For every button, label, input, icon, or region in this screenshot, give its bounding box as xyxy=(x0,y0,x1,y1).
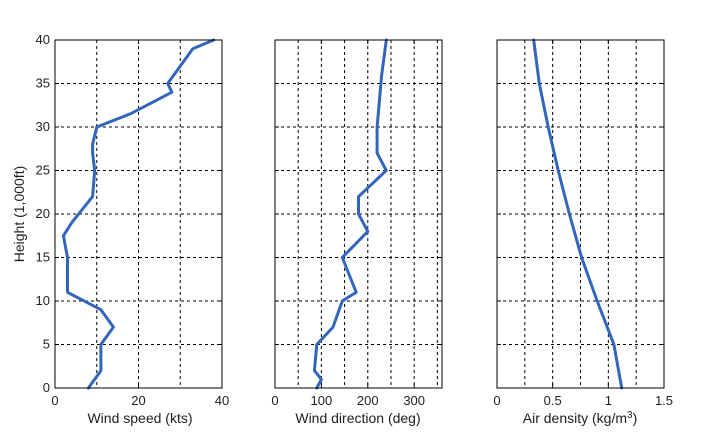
x-tick-label: 40 xyxy=(215,393,229,408)
y-tick-label: 30 xyxy=(36,119,50,134)
y-tick-label: 25 xyxy=(36,163,50,178)
air-density-label-sup: 3 xyxy=(627,410,633,421)
panel-wind-speed: Height (1,000ft) 0 5 10 15 20 25 30 35 40 0 20 40 W… xyxy=(11,32,229,426)
y-axis-label: Height (1,000ft) xyxy=(11,166,27,263)
x-tick-label: 0 xyxy=(493,393,500,408)
x-tick-label: 300 xyxy=(403,393,425,408)
panel-wind-speed-ticks: 0 5 10 15 20 25 30 35 40 0 20 40 xyxy=(36,32,230,408)
panel-air-density-grid xyxy=(496,39,665,389)
x-tick-label: 0 xyxy=(271,393,278,408)
panel-wind-direction: 0 100 200 300 Wind direction (deg) xyxy=(271,38,443,426)
x-tick-label: 200 xyxy=(357,393,379,408)
x-tick-label: 20 xyxy=(131,393,145,408)
y-tick-label: 5 xyxy=(43,337,50,352)
y-tick-label: 20 xyxy=(36,206,50,221)
x-tick-label: 1.5 xyxy=(655,393,673,408)
y-tick-label: 15 xyxy=(36,250,50,265)
panel-wind-direction-grid xyxy=(274,39,442,389)
y-tick-label: 40 xyxy=(36,32,50,47)
x-tick-label: 0.5 xyxy=(544,393,562,408)
wind-direction-line xyxy=(312,38,388,390)
x-tick-label: 100 xyxy=(311,393,333,408)
panel-air-density: 0 0.5 1 1.5 Air density (kg/m3) xyxy=(493,38,673,427)
wind-speed-line xyxy=(61,38,216,390)
panel-wind-direction-ticks: 0 100 200 300 xyxy=(271,39,442,408)
y-tick-label: 35 xyxy=(36,76,50,91)
x-tick-label: 0 xyxy=(51,393,58,408)
y-tick-label: 10 xyxy=(36,293,50,308)
x-tick-label: 1 xyxy=(605,393,612,408)
x-axis-label-wind-speed: Wind speed (kts) xyxy=(87,410,192,426)
air-density-label-main: Air density (kg/m xyxy=(523,410,627,426)
x-axis-label-wind-direction: Wind direction (deg) xyxy=(295,410,420,426)
air-density-label-suffix: ) xyxy=(633,410,638,426)
air-density-line xyxy=(532,38,624,390)
y-tick-label: 0 xyxy=(43,380,50,395)
x-axis-label-air-density: Air density (kg/m3) xyxy=(523,410,637,427)
panel-air-density-ticks: 0 0.5 1 1.5 xyxy=(493,39,673,408)
